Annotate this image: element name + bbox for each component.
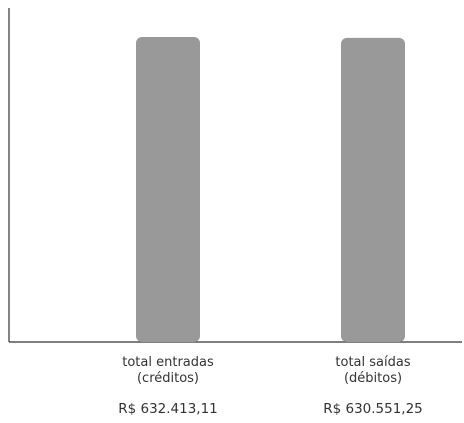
category-label-line1: total saídas: [335, 355, 410, 370]
value-label: R$ 630.551,25: [323, 401, 423, 417]
value-label: R$ 632.413,11: [118, 401, 218, 417]
category-label-line2: (créditos): [137, 371, 199, 386]
category-label-line1: total entradas: [122, 355, 214, 370]
bar: [341, 37, 405, 342]
category-labels-group: total entradas (créditos) R$ 632.413,11 …: [118, 355, 423, 417]
bars-group: [136, 37, 405, 342]
category-label-line2: (débitos): [344, 371, 402, 386]
bar: [136, 37, 200, 342]
